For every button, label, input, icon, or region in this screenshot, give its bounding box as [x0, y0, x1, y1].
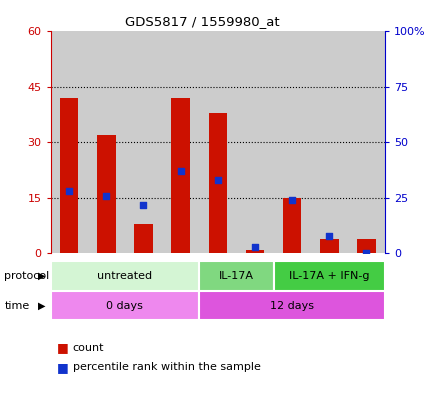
Bar — [357, 239, 376, 253]
Text: ■: ■ — [57, 341, 69, 354]
Text: IL-17A + IFN-g: IL-17A + IFN-g — [289, 271, 370, 281]
Bar — [274, 31, 311, 253]
Bar — [199, 261, 274, 291]
Bar — [283, 198, 301, 253]
Bar — [199, 291, 385, 320]
Text: untreated: untreated — [97, 271, 153, 281]
Bar — [125, 31, 162, 253]
Bar — [51, 31, 88, 253]
Text: count: count — [73, 343, 104, 353]
Text: percentile rank within the sample: percentile rank within the sample — [73, 362, 260, 373]
Point — [214, 177, 221, 184]
Bar — [320, 239, 338, 253]
Bar — [348, 31, 385, 253]
Bar — [51, 261, 199, 291]
Point — [289, 197, 296, 203]
Bar — [171, 98, 190, 253]
Point — [103, 193, 110, 199]
Bar — [246, 250, 264, 253]
Text: GDS5817 / 1559980_at: GDS5817 / 1559980_at — [125, 15, 280, 28]
Text: time: time — [4, 301, 29, 311]
Bar — [134, 224, 153, 253]
Text: protocol: protocol — [4, 271, 50, 281]
Point — [251, 244, 258, 250]
Point — [177, 168, 184, 174]
Bar — [60, 98, 78, 253]
Bar — [209, 113, 227, 253]
Bar — [274, 261, 385, 291]
Text: ▶: ▶ — [38, 271, 46, 281]
Text: ▶: ▶ — [38, 301, 46, 311]
Text: 0 days: 0 days — [106, 301, 143, 310]
Bar — [97, 135, 116, 253]
Point — [140, 202, 147, 208]
Bar — [162, 31, 199, 253]
Point — [326, 233, 333, 239]
Bar — [51, 291, 199, 320]
Point — [363, 250, 370, 257]
Bar — [311, 31, 348, 253]
Bar — [88, 31, 125, 253]
Bar — [236, 31, 274, 253]
Bar — [199, 31, 236, 253]
Text: ■: ■ — [57, 361, 69, 374]
Point — [66, 188, 73, 195]
Text: 12 days: 12 days — [270, 301, 314, 310]
Text: IL-17A: IL-17A — [219, 271, 254, 281]
